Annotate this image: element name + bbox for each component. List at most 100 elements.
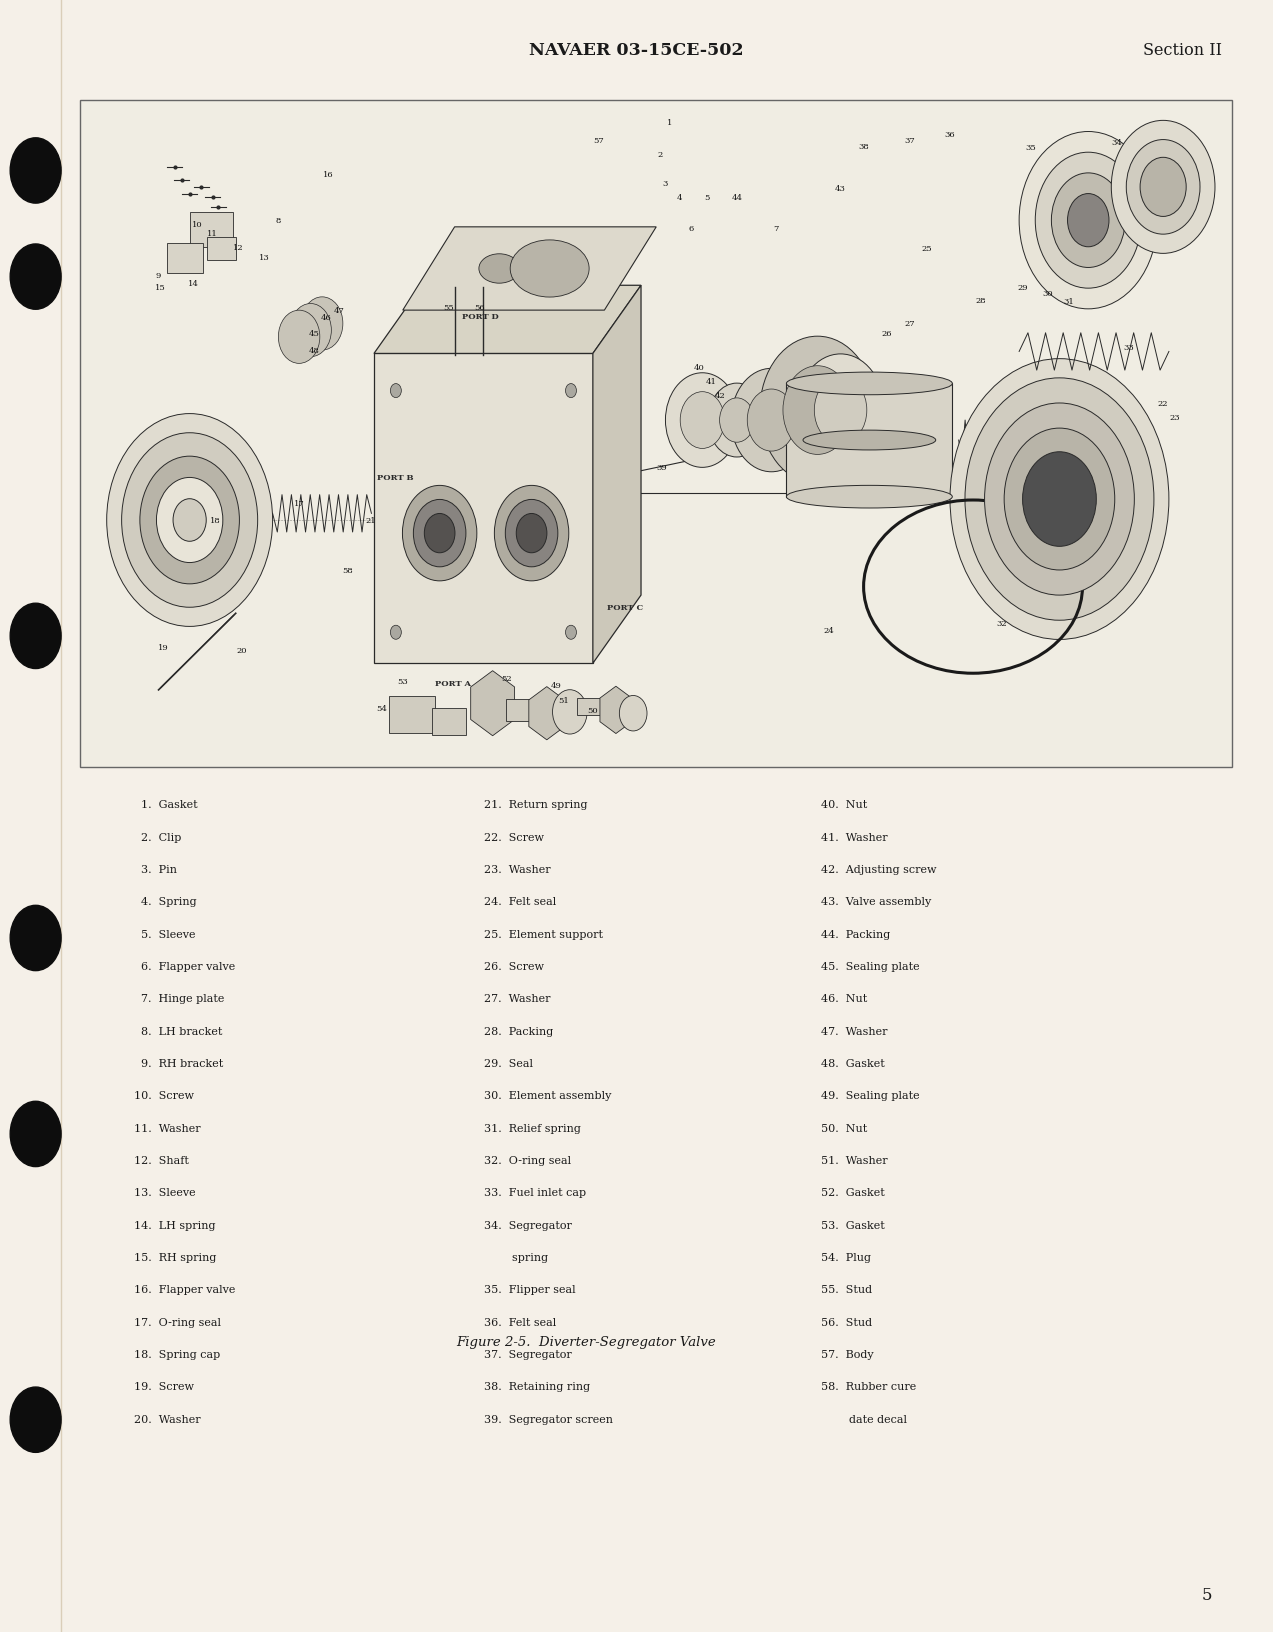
Circle shape xyxy=(1004,429,1115,571)
Ellipse shape xyxy=(479,255,519,284)
Text: PORT D: PORT D xyxy=(462,313,498,322)
Text: 36.  Felt seal: 36. Felt seal xyxy=(484,1317,556,1327)
Text: 31.  Relief spring: 31. Relief spring xyxy=(484,1123,580,1133)
Circle shape xyxy=(505,499,558,568)
Ellipse shape xyxy=(540,255,580,284)
Bar xyxy=(390,697,435,733)
Circle shape xyxy=(414,499,466,568)
Circle shape xyxy=(731,369,812,473)
Text: 12: 12 xyxy=(233,243,243,251)
Circle shape xyxy=(565,625,577,640)
Text: 51.  Washer: 51. Washer xyxy=(821,1155,887,1165)
Text: 32.  O-ring seal: 32. O-ring seal xyxy=(484,1155,570,1165)
Circle shape xyxy=(10,604,61,669)
Circle shape xyxy=(290,304,331,357)
Text: 15: 15 xyxy=(155,284,167,292)
Text: 43.  Valve assembly: 43. Valve assembly xyxy=(821,896,932,907)
Text: 33.  Fuel inlet cap: 33. Fuel inlet cap xyxy=(484,1188,586,1198)
Text: 9: 9 xyxy=(155,271,162,279)
Text: 23.  Washer: 23. Washer xyxy=(484,865,550,875)
Text: 8: 8 xyxy=(276,217,281,225)
Circle shape xyxy=(815,377,867,444)
Text: 27: 27 xyxy=(904,320,915,328)
Circle shape xyxy=(494,486,569,581)
Text: 1.  Gasket: 1. Gasket xyxy=(134,800,197,809)
Text: 52.  Gasket: 52. Gasket xyxy=(821,1188,885,1198)
Text: 54: 54 xyxy=(377,705,387,713)
Circle shape xyxy=(1022,452,1096,547)
Text: 46: 46 xyxy=(321,313,331,322)
Text: 43: 43 xyxy=(835,184,847,193)
Text: 35.  Flipper seal: 35. Flipper seal xyxy=(484,1284,575,1294)
Circle shape xyxy=(666,374,740,468)
Circle shape xyxy=(173,499,206,542)
Text: 12.  Shaft: 12. Shaft xyxy=(134,1155,188,1165)
Circle shape xyxy=(1051,173,1125,268)
Text: 34: 34 xyxy=(1111,139,1123,147)
Ellipse shape xyxy=(510,242,589,299)
Text: 9.  RH bracket: 9. RH bracket xyxy=(134,1058,223,1069)
Text: 21: 21 xyxy=(365,517,376,524)
Bar xyxy=(577,698,608,715)
Text: 30: 30 xyxy=(1043,290,1053,299)
Text: 50.  Nut: 50. Nut xyxy=(821,1123,867,1133)
Text: 30.  Element assembly: 30. Element assembly xyxy=(484,1090,611,1100)
Text: 24: 24 xyxy=(824,627,834,635)
Text: 16.  Flapper valve: 16. Flapper valve xyxy=(134,1284,236,1294)
Circle shape xyxy=(1020,132,1157,310)
Text: 53: 53 xyxy=(397,677,409,685)
Circle shape xyxy=(402,486,477,581)
Text: 39.  Segregator screen: 39. Segregator screen xyxy=(484,1413,612,1423)
Circle shape xyxy=(1141,158,1186,217)
Circle shape xyxy=(517,514,547,553)
Text: 15.  RH spring: 15. RH spring xyxy=(134,1252,216,1262)
Circle shape xyxy=(950,359,1169,640)
Text: 54.  Plug: 54. Plug xyxy=(821,1252,871,1262)
Bar xyxy=(787,384,952,498)
Text: 50: 50 xyxy=(588,707,598,715)
Circle shape xyxy=(391,625,401,640)
Ellipse shape xyxy=(787,486,952,509)
Bar xyxy=(507,700,541,721)
Text: 34.  Segregator: 34. Segregator xyxy=(484,1219,572,1231)
Text: 31: 31 xyxy=(1063,299,1074,307)
Text: 42.  Adjusting screw: 42. Adjusting screw xyxy=(821,865,937,875)
Polygon shape xyxy=(593,286,642,664)
Circle shape xyxy=(10,1387,61,1452)
Text: 17: 17 xyxy=(294,499,304,508)
Text: 20: 20 xyxy=(237,646,247,654)
Circle shape xyxy=(747,390,796,452)
Text: 19: 19 xyxy=(158,643,168,651)
Text: 6: 6 xyxy=(689,225,694,233)
Text: 56: 56 xyxy=(475,304,485,312)
Bar xyxy=(190,214,233,248)
Text: 38.  Retaining ring: 38. Retaining ring xyxy=(484,1381,589,1392)
Text: 4: 4 xyxy=(676,194,682,202)
Text: 23: 23 xyxy=(1170,413,1180,421)
Text: 39: 39 xyxy=(657,463,667,472)
Text: 47.  Washer: 47. Washer xyxy=(821,1027,887,1036)
Circle shape xyxy=(391,385,401,398)
Text: 6.  Flapper valve: 6. Flapper valve xyxy=(134,961,236,971)
Text: 46.  Nut: 46. Nut xyxy=(821,994,867,1004)
Text: 21.  Return spring: 21. Return spring xyxy=(484,800,587,809)
Text: 1: 1 xyxy=(667,119,672,127)
Text: 58.  Rubber cure: 58. Rubber cure xyxy=(821,1381,917,1392)
Circle shape xyxy=(565,385,577,398)
Circle shape xyxy=(424,514,454,553)
Circle shape xyxy=(157,478,223,563)
Text: Figure 2-5.  Diverter-Segregator Valve: Figure 2-5. Diverter-Segregator Valve xyxy=(456,1335,715,1348)
Text: 2.  Clip: 2. Clip xyxy=(134,832,181,842)
Text: 33: 33 xyxy=(1123,344,1134,351)
Text: 36: 36 xyxy=(945,131,955,139)
Circle shape xyxy=(708,384,765,457)
Text: 5: 5 xyxy=(704,194,709,202)
FancyBboxPatch shape xyxy=(80,101,1232,767)
Circle shape xyxy=(140,457,239,584)
Text: 29: 29 xyxy=(1017,284,1027,292)
Text: 22.  Screw: 22. Screw xyxy=(484,832,544,842)
Circle shape xyxy=(10,906,61,971)
Text: 37: 37 xyxy=(904,137,915,145)
Circle shape xyxy=(107,415,272,627)
Text: 38: 38 xyxy=(858,142,869,150)
